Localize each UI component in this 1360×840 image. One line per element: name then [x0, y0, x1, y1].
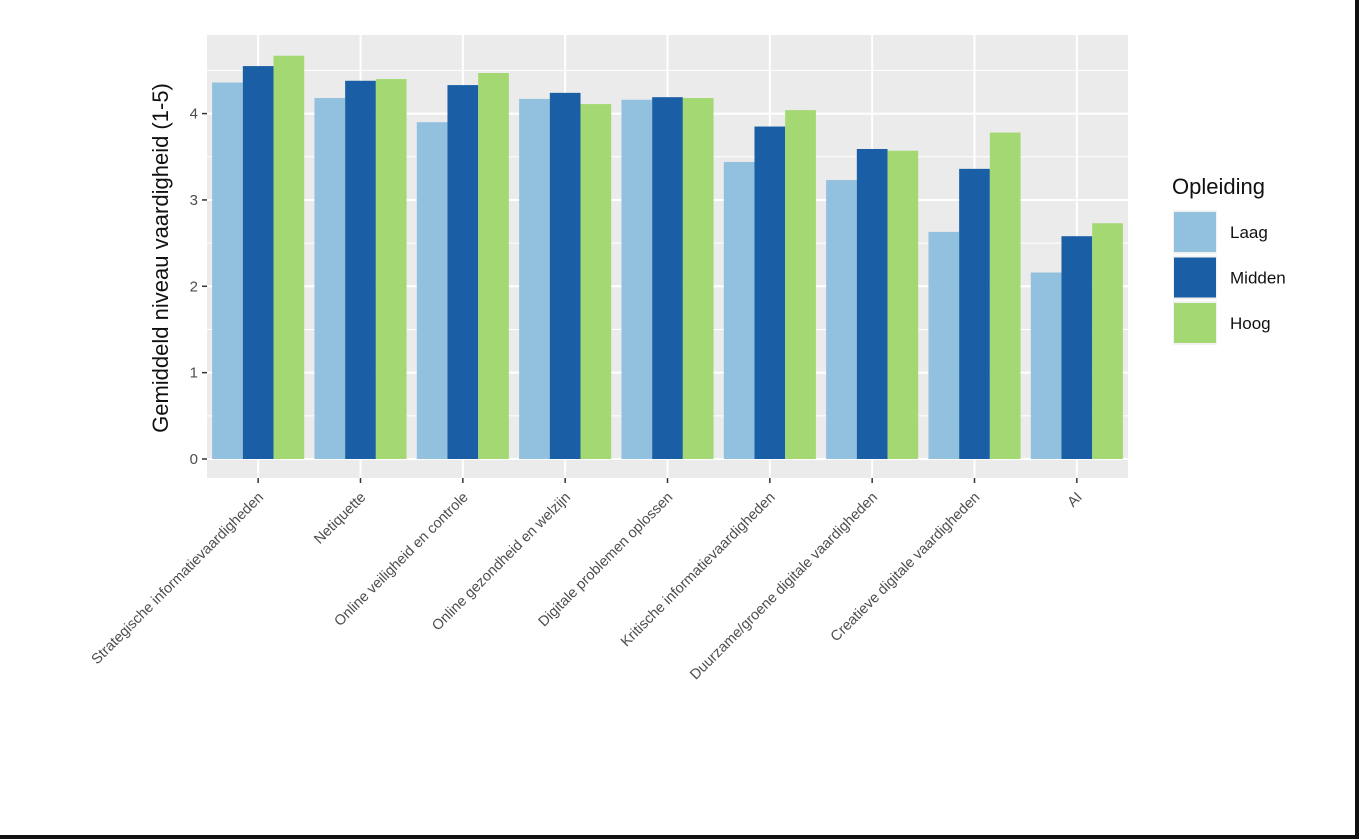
- bar-midden: [242, 66, 274, 460]
- x-tick-label: Strategische informatievaardigheden: [89, 490, 267, 668]
- bar-midden: [754, 126, 786, 460]
- bar-hoog: [785, 110, 816, 460]
- bar-midden: [652, 97, 683, 460]
- x-tick-label: AI: [1065, 490, 1086, 511]
- bar-midden: [345, 80, 376, 460]
- y-tick-label: 4: [190, 106, 198, 123]
- bar-laag: [212, 82, 243, 460]
- legend-swatch-midden: [1174, 257, 1216, 298]
- bar-hoog: [1092, 223, 1123, 460]
- bar-laag: [621, 99, 653, 460]
- bar-laag: [314, 98, 346, 460]
- y-tick-label: 2: [190, 278, 198, 295]
- bar-hoog: [580, 104, 612, 460]
- y-axis: 0 1 2 3 4: [190, 106, 207, 468]
- bar-midden: [549, 92, 581, 460]
- y-axis-label: Gemiddeld niveau vaardigheid (1-5): [148, 83, 173, 433]
- bar-hoog: [682, 98, 714, 460]
- legend: Opleiding Laag Midden Hoog: [1172, 174, 1286, 345]
- bar-laag: [1030, 272, 1062, 460]
- bar-laag: [416, 122, 448, 460]
- bar-hoog: [989, 132, 1021, 460]
- legend-swatch-hoog: [1174, 303, 1216, 343]
- bars: [212, 55, 1123, 460]
- bar-midden: [1061, 236, 1093, 460]
- x-tick-label: Duurzame/groene digitale vaardigheden: [687, 490, 881, 684]
- bar-hoog: [375, 79, 407, 460]
- y-tick-label: 3: [190, 192, 198, 209]
- bar-laag: [928, 231, 960, 460]
- bar-laag: [723, 161, 755, 460]
- legend-swatch-laag: [1174, 212, 1216, 252]
- bar-laag: [826, 180, 857, 460]
- legend-label: Hoog: [1230, 314, 1271, 333]
- bar-midden: [447, 85, 479, 460]
- bar-midden: [959, 168, 990, 460]
- legend-title: Opleiding: [1172, 174, 1265, 199]
- bar-hoog: [478, 72, 509, 460]
- y-tick-label: 1: [190, 365, 198, 382]
- bar-laag: [519, 98, 550, 460]
- bar-hoog: [273, 55, 305, 460]
- y-tick-label: 0: [190, 451, 198, 468]
- x-tick-label: Netiquette: [311, 490, 369, 548]
- bar-hoog: [887, 150, 919, 460]
- bar-midden: [856, 148, 888, 460]
- legend-label: Laag: [1230, 223, 1268, 242]
- x-axis: Strategische informatievaardigheden Netiq…: [89, 478, 1086, 683]
- legend-label: Midden: [1230, 269, 1286, 288]
